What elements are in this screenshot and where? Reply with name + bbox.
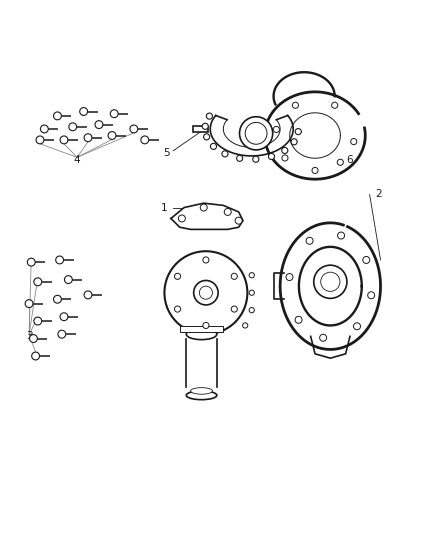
Circle shape — [53, 112, 61, 120]
Circle shape — [363, 256, 370, 263]
Circle shape — [253, 156, 259, 162]
Circle shape — [174, 273, 180, 279]
Ellipse shape — [186, 391, 217, 400]
Circle shape — [108, 132, 116, 140]
Circle shape — [273, 126, 279, 133]
Circle shape — [29, 335, 37, 343]
Circle shape — [164, 251, 247, 334]
Text: 2: 2 — [375, 189, 381, 199]
Circle shape — [337, 159, 343, 165]
Circle shape — [249, 272, 254, 278]
Text: 3: 3 — [26, 332, 32, 341]
Circle shape — [40, 125, 48, 133]
Circle shape — [25, 300, 33, 308]
Circle shape — [194, 280, 218, 305]
Circle shape — [64, 276, 72, 284]
Circle shape — [292, 102, 298, 108]
Circle shape — [320, 334, 327, 341]
Circle shape — [34, 317, 42, 325]
Circle shape — [32, 352, 39, 360]
Circle shape — [249, 308, 254, 313]
Circle shape — [69, 123, 77, 131]
Circle shape — [178, 215, 185, 222]
Text: 1: 1 — [161, 203, 168, 213]
Polygon shape — [180, 326, 223, 332]
Circle shape — [306, 237, 313, 244]
Circle shape — [110, 110, 118, 118]
Circle shape — [36, 136, 44, 144]
Circle shape — [203, 322, 209, 328]
Circle shape — [80, 108, 88, 116]
Circle shape — [34, 278, 42, 286]
Circle shape — [204, 134, 210, 140]
Circle shape — [222, 151, 228, 157]
Circle shape — [203, 257, 209, 263]
Circle shape — [56, 256, 64, 264]
Circle shape — [367, 292, 374, 298]
Circle shape — [235, 217, 242, 224]
Circle shape — [202, 123, 208, 130]
Circle shape — [60, 136, 68, 144]
Text: 5: 5 — [163, 148, 170, 158]
Circle shape — [351, 139, 357, 144]
Circle shape — [53, 295, 61, 303]
Text: 4: 4 — [74, 155, 81, 165]
Circle shape — [130, 125, 138, 133]
Circle shape — [231, 273, 237, 279]
Circle shape — [291, 139, 297, 145]
Circle shape — [84, 134, 92, 142]
Circle shape — [295, 128, 301, 135]
Circle shape — [174, 306, 180, 312]
Circle shape — [27, 258, 35, 266]
Text: 6: 6 — [346, 155, 353, 165]
Circle shape — [282, 155, 288, 161]
Circle shape — [237, 155, 243, 161]
Circle shape — [84, 291, 92, 299]
Circle shape — [249, 290, 254, 295]
Circle shape — [332, 102, 338, 108]
Circle shape — [314, 265, 347, 298]
Circle shape — [60, 313, 68, 321]
Circle shape — [224, 208, 231, 215]
Circle shape — [200, 204, 207, 211]
Ellipse shape — [186, 329, 217, 340]
Circle shape — [240, 117, 273, 150]
Ellipse shape — [191, 387, 212, 394]
Circle shape — [338, 232, 345, 239]
Circle shape — [231, 306, 237, 312]
Circle shape — [206, 113, 212, 119]
Circle shape — [58, 330, 66, 338]
Circle shape — [286, 273, 293, 280]
Circle shape — [210, 143, 216, 149]
Circle shape — [141, 136, 149, 144]
Circle shape — [312, 167, 318, 174]
Bar — [193, 126, 208, 132]
Circle shape — [243, 323, 248, 328]
Circle shape — [295, 316, 302, 324]
Circle shape — [268, 154, 275, 159]
Circle shape — [282, 148, 288, 154]
Circle shape — [95, 120, 103, 128]
Circle shape — [353, 323, 360, 330]
